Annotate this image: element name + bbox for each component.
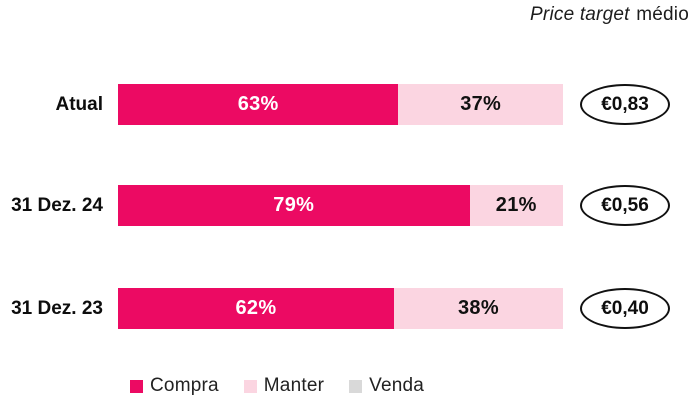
category-label: 31 Dez. 24 [11,195,103,216]
price-target-badge: €0,40 [580,288,670,329]
price-target-value: €0,40 [601,297,649,319]
chart-row: 31 Dez. 23 62% 38% €0,40 [0,288,699,329]
category-label: 31 Dez. 23 [11,298,103,319]
legend-item-compra: Compra [130,375,219,397]
legend-swatch-venda-icon [349,379,363,393]
stacked-bar: 62% 38% [118,288,563,329]
stacked-bar: 79% 21% [118,185,563,226]
price-target-value: €0,83 [601,93,649,115]
chart-legend: Compra Manter Venda [130,375,424,397]
bar-segment-manter: 38% [393,288,563,329]
chart-row: Atual 63% 37% €0,83 [0,84,699,125]
legend-item-venda: Venda [349,375,424,397]
segment-value-manter: 21% [495,194,537,216]
legend-swatch-compra-icon [130,379,143,393]
price-target-badge: €0,56 [580,185,670,226]
bar-segment-manter: 37% [398,84,563,125]
chart-title: Price target médio [530,4,689,26]
segment-value-compra: 63% [237,93,279,115]
segment-value-manter: 38% [457,297,499,319]
segment-value-compra: 79% [273,194,315,216]
bar-segment-compra: 62% [118,288,394,329]
bar-segment-manter: 21% [469,185,563,226]
segment-value-manter: 37% [460,93,502,115]
category-label: Atual [55,94,104,115]
bar-segment-compra: 63% [118,84,399,125]
legend-label-compra: Compra [150,375,219,396]
chart-title-regular: médio [636,4,689,25]
price-target-badge: €0,83 [580,84,670,125]
chart-title-italic: Price target [530,4,630,25]
legend-item-manter: Manter [243,375,325,397]
legend-label-venda: Venda [369,375,425,396]
legend-swatch-manter-icon [243,379,257,393]
segment-value-compra: 62% [235,297,277,319]
legend-label-manter: Manter [263,375,325,396]
price-target-value: €0,56 [601,194,649,216]
bar-segment-compra: 79% [118,185,470,226]
chart-row: 31 Dez. 24 79% 21% €0,56 [0,185,699,226]
stacked-bar: 63% 37% [118,84,563,125]
